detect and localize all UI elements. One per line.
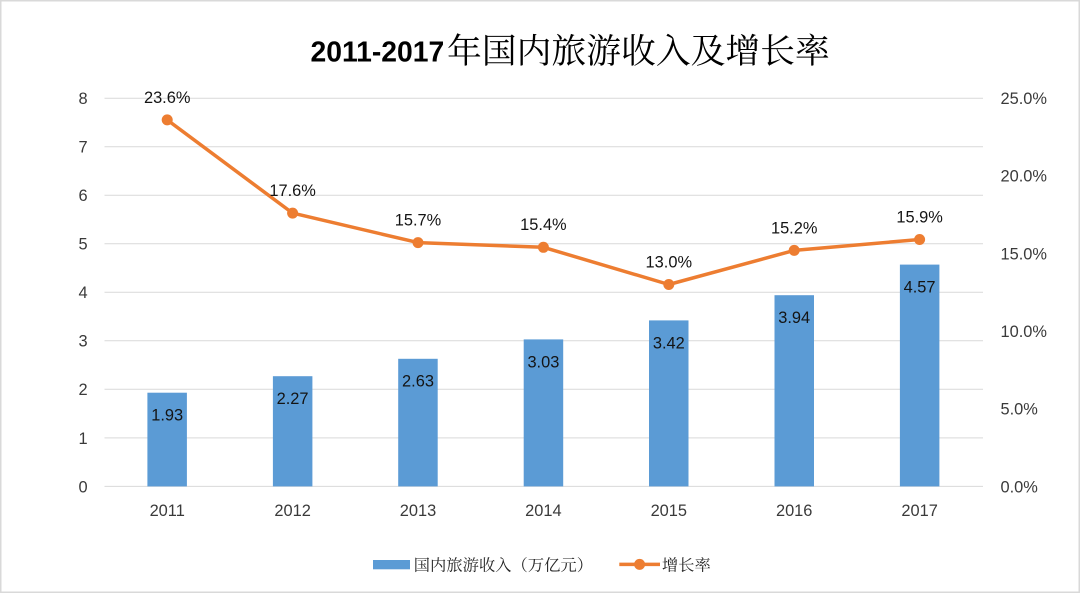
svg-text:2.27: 2.27 [277,390,309,408]
svg-text:4: 4 [78,284,87,302]
svg-text:2015: 2015 [651,502,687,520]
svg-text:3.03: 3.03 [527,353,559,371]
svg-text:2011-2017: 2011-2017 [311,36,445,68]
svg-text:3.42: 3.42 [653,334,685,352]
svg-text:2.63: 2.63 [402,373,434,391]
svg-text:2014: 2014 [525,502,561,520]
svg-text:5: 5 [78,236,87,254]
svg-text:1: 1 [78,430,87,448]
svg-text:8: 8 [78,90,87,108]
svg-text:1.93: 1.93 [151,407,183,425]
svg-text:3: 3 [78,333,87,351]
svg-text:17.6%: 17.6% [269,182,315,200]
svg-text:2011: 2011 [150,502,185,520]
svg-text:20.0%: 20.0% [1001,168,1047,186]
svg-text:2016: 2016 [776,502,812,520]
svg-text:10.0%: 10.0% [1001,323,1047,341]
svg-text:0.0%: 0.0% [1001,478,1038,496]
svg-text:5.0%: 5.0% [1001,401,1038,419]
svg-text:2013: 2013 [400,502,436,520]
svg-text:7: 7 [78,139,87,157]
svg-text:23.6%: 23.6% [144,89,190,107]
svg-text:15.9%: 15.9% [896,208,942,226]
svg-text:2012: 2012 [274,502,310,520]
svg-text:15.0%: 15.0% [1001,245,1047,263]
svg-text:0: 0 [78,478,87,496]
svg-text:15.7%: 15.7% [395,212,441,230]
svg-text:15.4%: 15.4% [520,216,566,234]
svg-text:25.0%: 25.0% [1001,90,1047,108]
svg-text:13.0%: 13.0% [646,253,692,271]
svg-text:2017: 2017 [901,502,937,520]
svg-text:15.2%: 15.2% [771,219,817,237]
svg-text:2: 2 [78,381,87,399]
svg-text:4.57: 4.57 [904,279,936,297]
svg-text:6: 6 [78,187,87,205]
svg-text:3.94: 3.94 [778,309,810,327]
